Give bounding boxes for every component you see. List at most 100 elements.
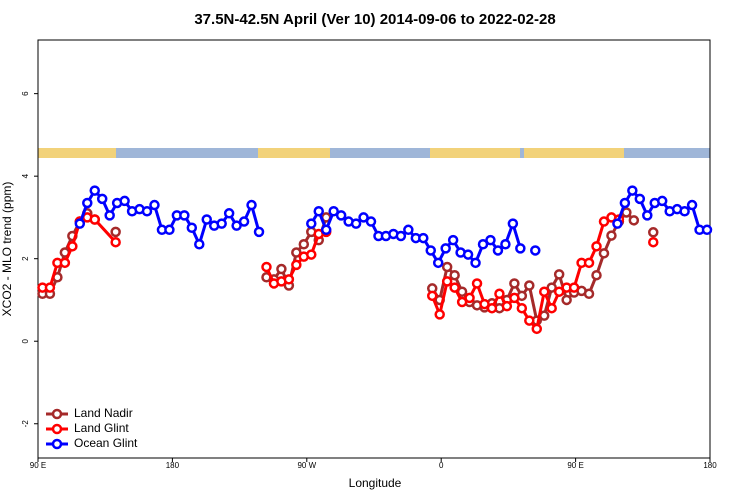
chart-title: 37.5N-42.5N April (Ver 10) 2014-09-06 to…: [194, 11, 555, 28]
point: [403, 224, 414, 236]
x-tick-label: 90 E: [30, 461, 46, 470]
plot-frame: [37, 39, 711, 459]
point: [44, 282, 56, 293]
point: [201, 214, 212, 225]
y-tick-label: -2: [21, 420, 30, 428]
point: [598, 216, 610, 227]
x-tick-label: 180: [703, 461, 717, 470]
point: [701, 224, 713, 236]
y-tick-label: 2: [21, 256, 30, 261]
point: [179, 210, 190, 221]
point: [486, 302, 498, 314]
point: [591, 241, 602, 252]
point: [449, 269, 460, 281]
point: [546, 302, 557, 314]
point: [494, 288, 505, 300]
point: [561, 294, 572, 306]
x-axis-title: Longitude: [349, 476, 402, 490]
x-tick-label: 180: [166, 461, 180, 470]
x-tick-label: 0: [439, 461, 444, 470]
point: [515, 243, 526, 254]
point: [456, 296, 468, 308]
x-tick-label: 90 E: [567, 461, 583, 470]
point: [509, 278, 520, 289]
point: [231, 220, 242, 231]
point: [141, 205, 153, 217]
point: [500, 239, 511, 250]
point: [149, 199, 160, 211]
point: [425, 245, 436, 256]
point: [619, 197, 631, 209]
point: [261, 261, 272, 273]
legend-marker: [51, 438, 63, 450]
point: [246, 199, 257, 211]
point: [553, 286, 565, 297]
point: [59, 257, 71, 269]
point: [164, 224, 175, 236]
point: [328, 205, 339, 217]
point: [447, 234, 459, 246]
point: [110, 226, 121, 238]
point: [350, 218, 362, 229]
point: [104, 210, 115, 221]
point: [471, 278, 483, 289]
point: [642, 210, 653, 221]
legend-label: Land Glint: [74, 421, 129, 435]
point: [449, 282, 460, 293]
point: [477, 239, 489, 250]
point: [462, 249, 474, 260]
point: [306, 218, 317, 229]
point: [492, 245, 504, 256]
point: [648, 227, 659, 238]
point: [74, 218, 86, 229]
point: [418, 232, 429, 244]
y-tick-label: 0: [21, 338, 30, 343]
point: [216, 218, 227, 229]
y-axis-title: XCO2 - MLO trend (ppm): [0, 182, 14, 317]
x-tick-label: 90 W: [297, 461, 316, 470]
legend-marker: [51, 408, 63, 420]
y-tick-label: 6: [21, 91, 30, 96]
point: [479, 298, 490, 310]
point: [194, 239, 205, 250]
point: [441, 261, 453, 273]
point: [530, 245, 541, 256]
point: [223, 208, 235, 219]
legend-label: Ocean Glint: [74, 436, 138, 450]
point: [686, 199, 698, 211]
point: [583, 288, 595, 300]
series: [38, 213, 657, 332]
point: [67, 241, 78, 252]
point: [298, 239, 310, 250]
point: [119, 195, 130, 207]
point: [501, 300, 513, 312]
point: [538, 286, 550, 297]
point: [186, 222, 198, 233]
point: [464, 292, 475, 304]
series: [74, 185, 713, 269]
series-line: [42, 212, 653, 320]
point: [648, 236, 659, 248]
point: [276, 263, 287, 275]
point: [291, 247, 302, 258]
point: [524, 280, 535, 291]
point: [598, 248, 610, 259]
point: [335, 210, 347, 221]
point: [89, 214, 100, 225]
point: [432, 257, 444, 269]
point: [395, 230, 407, 242]
y-tick-label: 4: [21, 173, 30, 178]
point: [96, 193, 108, 205]
point: [628, 215, 640, 226]
point: [524, 315, 535, 326]
point: [320, 224, 332, 236]
point: [238, 216, 250, 227]
point: [507, 218, 519, 229]
point: [485, 234, 496, 246]
point: [531, 323, 543, 335]
point: [470, 257, 481, 269]
point: [538, 310, 550, 321]
point: [553, 269, 565, 280]
point: [606, 230, 617, 241]
point: [612, 218, 623, 229]
